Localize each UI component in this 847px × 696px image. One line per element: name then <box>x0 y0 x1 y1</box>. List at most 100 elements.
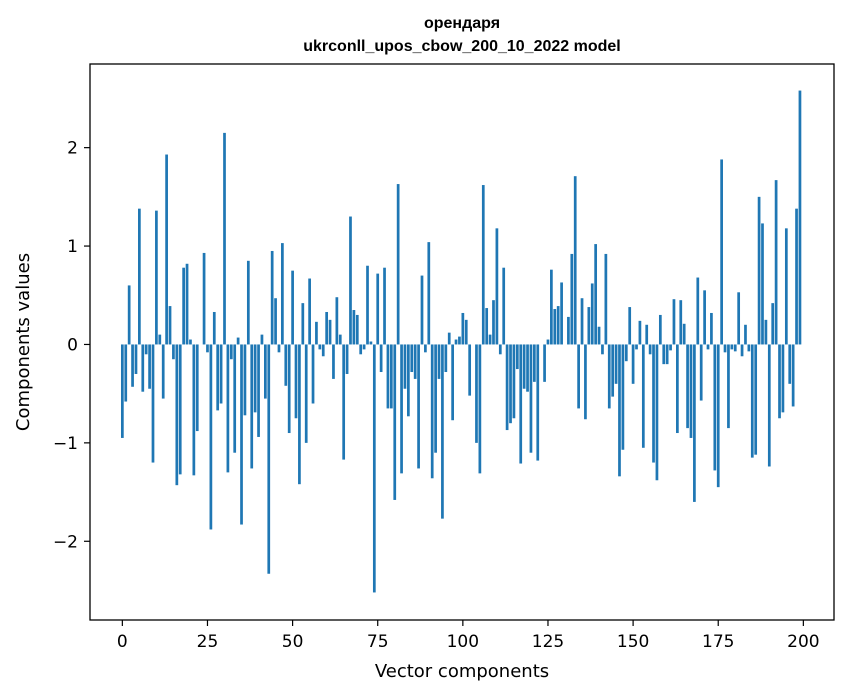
bar-196 <box>788 344 792 384</box>
bar-101 <box>464 319 468 345</box>
bar-73 <box>369 341 373 345</box>
y-axis-label: Components values <box>13 253 34 431</box>
x-tick-label: 100 <box>447 632 479 652</box>
bar-154 <box>645 324 649 345</box>
bar-171 <box>703 290 706 345</box>
bar-113 <box>505 344 509 431</box>
x-tick-label: 200 <box>787 632 819 652</box>
bar-164 <box>679 300 683 345</box>
bar-91 <box>430 344 434 479</box>
bar-116 <box>515 344 519 370</box>
x-tick-label: 175 <box>702 632 734 652</box>
bar-188 <box>761 223 764 345</box>
bar-184 <box>747 344 751 352</box>
bar-47 <box>281 243 284 345</box>
bar-83 <box>403 344 407 389</box>
bar-71 <box>362 344 366 350</box>
bar-62 <box>332 344 335 379</box>
bar-59 <box>321 344 325 357</box>
bar-82 <box>400 344 403 474</box>
bar-10 <box>155 210 158 345</box>
bar-1 <box>124 344 128 402</box>
bar-133 <box>573 176 577 345</box>
bar-56 <box>311 344 315 404</box>
bar-58 <box>318 344 322 350</box>
bar-84 <box>407 344 410 417</box>
bar-30 <box>223 132 226 345</box>
bar-12 <box>161 344 165 399</box>
bar-46 <box>277 344 281 353</box>
bar-87 <box>417 344 420 469</box>
bar-167 <box>689 344 693 438</box>
bar-183 <box>744 324 747 345</box>
y-tick-label: −2 <box>53 532 78 552</box>
bar-95 <box>444 344 448 373</box>
bar-25 <box>206 344 209 353</box>
bar-48 <box>284 344 288 386</box>
bar-189 <box>764 319 768 345</box>
bar-135 <box>580 298 584 345</box>
y-tick-label: 2 <box>67 139 78 159</box>
bar-136 <box>584 344 587 420</box>
bar-190 <box>767 344 771 467</box>
bar-39 <box>253 344 257 413</box>
bar-13 <box>165 154 168 345</box>
bar-180 <box>733 344 737 352</box>
bar-76 <box>379 344 383 373</box>
x-tick-label: 150 <box>617 632 649 652</box>
bar-134 <box>577 344 580 409</box>
bar-93 <box>437 344 441 379</box>
bar-90 <box>427 242 431 345</box>
bar-43 <box>267 344 271 574</box>
bar-31 <box>226 344 230 473</box>
bar-77 <box>383 267 386 345</box>
bar-138 <box>590 283 594 345</box>
bar-20 <box>189 339 192 345</box>
bar-168 <box>693 344 696 502</box>
bar-111 <box>498 344 502 355</box>
bar-42 <box>264 344 267 399</box>
y-axis-ticks: −2 −1 0 1 2 <box>53 139 90 552</box>
bar-166 <box>686 344 689 429</box>
bar-69 <box>355 314 359 345</box>
bar-41 <box>260 334 264 345</box>
bar-126 <box>550 269 553 345</box>
bar-51 <box>294 344 298 419</box>
bar-148 <box>624 344 628 362</box>
bar-143 <box>607 344 611 409</box>
x-tick-label: 125 <box>532 632 564 652</box>
y-tick-label: 1 <box>67 237 78 257</box>
bar-6 <box>141 344 145 392</box>
bar-175 <box>716 344 720 488</box>
plot-frame <box>89 63 835 621</box>
bar-96 <box>447 332 451 345</box>
bar-16 <box>175 344 179 486</box>
bar-38 <box>250 344 254 469</box>
bar-99 <box>458 336 461 345</box>
bar-64 <box>338 334 342 345</box>
bar-45 <box>274 298 277 345</box>
bar-140 <box>597 326 601 345</box>
bar-141 <box>601 344 604 355</box>
bar-162 <box>672 299 676 345</box>
bar-117 <box>519 344 523 464</box>
bar-0 <box>120 344 124 438</box>
x-tick-label: 0 <box>117 632 128 652</box>
bar-105 <box>478 344 482 474</box>
x-tick-label: 50 <box>282 632 304 652</box>
bar-160 <box>665 344 669 365</box>
bar-94 <box>441 344 444 519</box>
bar-144 <box>611 344 615 397</box>
chart-subtitle: ukrconll_upos_cbow_200_10_2022 model <box>303 38 620 55</box>
bar-195 <box>784 228 788 345</box>
bar-157 <box>655 344 659 481</box>
bar-149 <box>628 307 632 345</box>
bar-98 <box>454 339 458 345</box>
bar-108 <box>488 334 492 345</box>
bar-165 <box>682 323 686 345</box>
bar-57 <box>315 321 318 345</box>
bar-60 <box>325 311 329 345</box>
bar-150 <box>631 344 635 384</box>
bar-7 <box>144 344 148 355</box>
